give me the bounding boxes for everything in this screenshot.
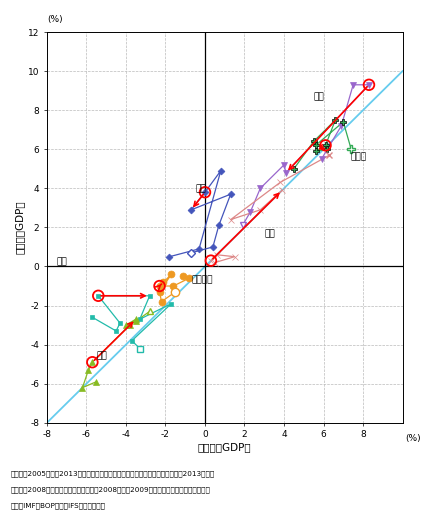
Text: 韓国: 韓国 <box>264 229 275 238</box>
Text: 資料：IMF「BOP」、「IFS」から作成。: 資料：IMF「BOP」、「IFS」から作成。 <box>11 502 106 509</box>
Text: フランス: フランス <box>191 275 213 284</box>
Text: 日本: 日本 <box>195 184 206 193</box>
Text: ドイツ: ドイツ <box>350 152 366 161</box>
Text: 備考１：2005年から2013年までのデータを時系列にプロット（白いマーカーが2013年）。: 備考１：2005年から2013年までのデータを時系列にプロット（白いマーカーが2… <box>11 471 215 478</box>
Text: 米国: 米国 <box>96 351 107 360</box>
Text: 中国: 中国 <box>313 92 324 101</box>
Text: (%): (%) <box>405 434 421 443</box>
Text: 備考２：2008年を赤丸でマーキングし、2008年から2009年の変化を赤印で示している。: 備考２：2008年を赤丸でマーキングし、2008年から2009年の変化を赤印で示… <box>11 487 211 493</box>
Y-axis label: 経常収支GDP比: 経常収支GDP比 <box>15 200 25 254</box>
X-axis label: 貿易収支GDP比: 貿易収支GDP比 <box>198 442 252 452</box>
Text: 英国: 英国 <box>57 257 68 267</box>
Text: (%): (%) <box>47 15 62 24</box>
